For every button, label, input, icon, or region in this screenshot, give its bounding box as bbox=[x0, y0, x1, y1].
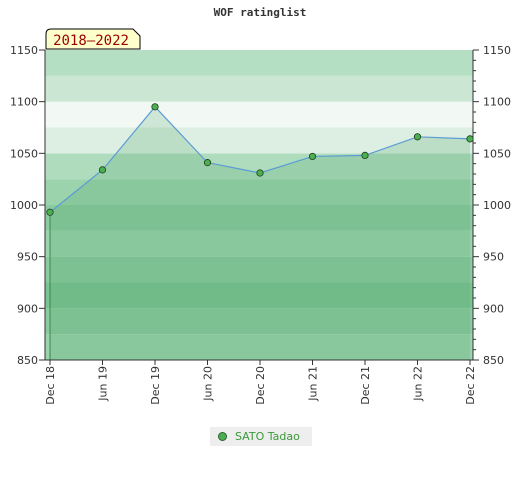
background-band bbox=[45, 205, 473, 231]
background-band bbox=[45, 308, 473, 335]
data-point[interactable] bbox=[46, 208, 54, 216]
x-tick-label: Jun 19 bbox=[97, 366, 110, 402]
legend-marker-icon bbox=[218, 432, 227, 441]
background-band bbox=[45, 230, 473, 257]
y-tick-label-right: 850 bbox=[483, 354, 504, 367]
background-band bbox=[45, 179, 473, 205]
y-tick-label-right: 1000 bbox=[483, 199, 511, 212]
series-area bbox=[50, 106, 470, 360]
y-tick-label-left: 950 bbox=[17, 251, 38, 264]
x-tick-label: Jun 20 bbox=[202, 366, 215, 402]
period-badge-label: 2018–2022 bbox=[53, 33, 129, 49]
y-tick-label-right: 1150 bbox=[483, 44, 511, 57]
background-band bbox=[45, 256, 473, 283]
data-point[interactable] bbox=[361, 151, 369, 159]
x-tick-label: Jun 22 bbox=[412, 366, 425, 402]
background-band bbox=[45, 101, 473, 128]
data-point[interactable] bbox=[98, 166, 107, 174]
y-tick-label-left: 1000 bbox=[10, 199, 38, 212]
legend[interactable]: SATO Tadao bbox=[210, 427, 312, 446]
y-tick-label-left: 1100 bbox=[10, 96, 38, 109]
background-band bbox=[45, 127, 473, 154]
y-tick-label-left: 1150 bbox=[10, 44, 38, 57]
data-point[interactable] bbox=[413, 133, 422, 141]
y-tick-label-left: 850 bbox=[17, 354, 38, 367]
data-point[interactable] bbox=[151, 103, 159, 111]
period-badge: 2018–2022 bbox=[45, 28, 141, 50]
y-tick-label-left: 900 bbox=[17, 302, 38, 315]
x-tick-label: Dec 19 bbox=[149, 366, 162, 405]
x-tick-label: Dec 18 bbox=[44, 366, 57, 405]
background-band bbox=[45, 50, 473, 76]
y-tick-label-right: 900 bbox=[483, 302, 504, 315]
background-band bbox=[45, 282, 473, 309]
chart-title: WOF ratinglist bbox=[213, 6, 307, 19]
y-tick-label-right: 1100 bbox=[483, 96, 511, 109]
background-band bbox=[45, 75, 473, 102]
axes: 850 850 900 900 950 950 1000 1000 1050 1050 1100 11… bbox=[10, 44, 511, 405]
data-point[interactable] bbox=[256, 169, 264, 177]
data-points bbox=[46, 103, 474, 216]
background-band bbox=[45, 334, 473, 360]
x-tick-label: Dec 21 bbox=[359, 366, 372, 405]
x-tick-label: Jun 21 bbox=[307, 366, 320, 402]
data-point[interactable] bbox=[203, 159, 212, 167]
x-tick-label: Dec 22 bbox=[464, 366, 477, 405]
legend-label: SATO Tadao bbox=[235, 430, 300, 443]
data-point[interactable] bbox=[466, 135, 474, 143]
x-tick-label: Dec 20 bbox=[254, 366, 267, 405]
y-tick-label-right: 1050 bbox=[483, 147, 511, 160]
y-tick-label-right: 950 bbox=[483, 251, 504, 264]
y-tick-label-left: 1050 bbox=[10, 147, 38, 160]
data-point[interactable] bbox=[308, 152, 317, 161]
